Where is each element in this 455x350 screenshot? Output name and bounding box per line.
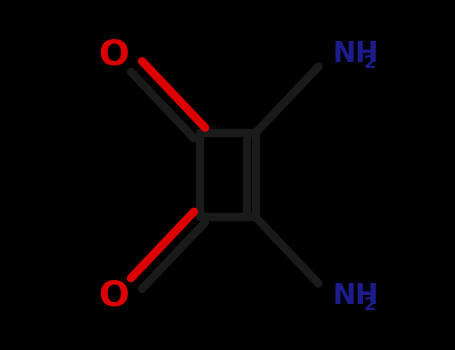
Text: 2: 2 [363,295,376,314]
Text: NH: NH [333,40,379,68]
Text: O: O [98,279,129,313]
Text: O: O [98,37,129,71]
Text: NH: NH [333,282,379,310]
Text: 2: 2 [363,54,376,72]
